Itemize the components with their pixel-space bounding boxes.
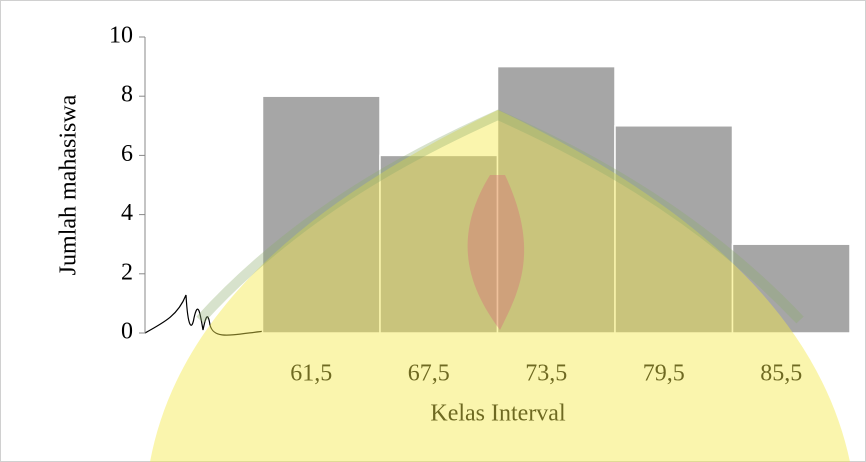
x-tick-label: 61,5 xyxy=(290,361,332,387)
page: Jumlah mahasiswa Kelas Interval 0 2 4 6 8 10 6… xyxy=(0,0,866,462)
bar xyxy=(498,67,616,333)
x-axis-title: Kelas Interval xyxy=(430,401,566,427)
bar xyxy=(733,244,851,333)
bar xyxy=(380,155,498,333)
bar xyxy=(263,96,381,333)
y-tick-label: 2 xyxy=(121,259,133,285)
y-tick-label: 4 xyxy=(121,200,133,226)
x-tick-label: 67,5 xyxy=(408,361,450,387)
chart: Jumlah mahasiswa Kelas Interval 0 2 4 6 8 10 6… xyxy=(0,0,866,462)
x-tick-label: 73,5 xyxy=(525,361,567,387)
y-axis-title: Jumlah mahasiswa xyxy=(56,94,82,275)
y-tick-label: 10 xyxy=(109,23,133,49)
y-tick-label: 6 xyxy=(121,141,133,167)
y-tick-label: 0 xyxy=(121,319,133,345)
x-tick-label: 79,5 xyxy=(643,361,685,387)
bar xyxy=(615,126,733,333)
x-tick-label: 85,5 xyxy=(760,361,802,387)
y-tick-label: 8 xyxy=(121,82,133,108)
